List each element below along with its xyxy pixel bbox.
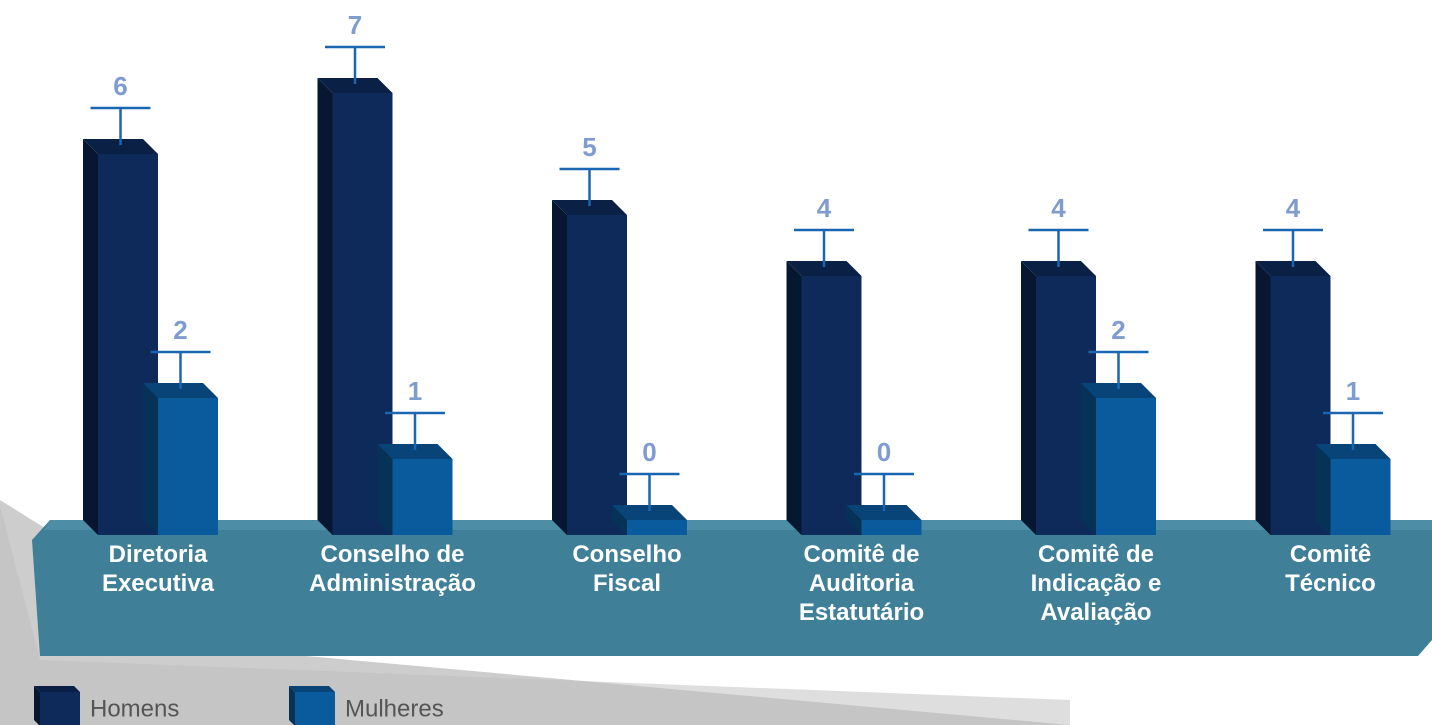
- bar-top: [377, 444, 453, 459]
- bar: [1315, 444, 1391, 535]
- bar-side: [1081, 383, 1096, 535]
- bar-top: [317, 78, 393, 93]
- bar-side: [786, 261, 802, 535]
- bar-front: [1096, 398, 1156, 535]
- bar: [552, 200, 627, 535]
- value-label: 0: [642, 437, 656, 467]
- value-label: 1: [408, 376, 422, 406]
- bar-side: [552, 200, 567, 535]
- legend-swatch-top: [289, 686, 335, 692]
- bar-front: [861, 520, 922, 535]
- category-label: Conselho de Administração: [309, 541, 476, 597]
- bar: [786, 261, 862, 535]
- bar-side: [83, 139, 98, 535]
- legend-swatch-side: [289, 686, 295, 725]
- bar-top: [552, 200, 627, 215]
- bar-front: [567, 215, 627, 535]
- bar-top: [83, 139, 158, 154]
- bar-side: [846, 505, 862, 535]
- bar-side: [1021, 261, 1036, 535]
- bar-front: [392, 459, 453, 535]
- bar-front: [158, 398, 218, 535]
- bar-top: [1021, 261, 1096, 276]
- platform-top: [44, 520, 1432, 530]
- legend-swatch: [295, 692, 335, 725]
- platform-shadow: [0, 505, 1070, 725]
- bar: [1255, 261, 1331, 535]
- bar-top: [846, 505, 922, 520]
- category-label: Comitê de Auditoria Estatutário: [798, 541, 925, 626]
- category-label: Diretoria Executiva: [101, 541, 215, 597]
- bar: [377, 444, 453, 535]
- legend: Homens Mulheres: [34, 686, 444, 725]
- bar-side: [377, 444, 393, 535]
- bar-top: [1315, 444, 1391, 459]
- bar-side: [612, 505, 627, 535]
- category-label: Conselho Fiscal: [572, 541, 682, 597]
- legend-label: Mulheres: [345, 695, 444, 722]
- legend-swatch-top: [34, 686, 80, 692]
- legend-label: Homens: [90, 695, 179, 722]
- bar-side: [1255, 261, 1271, 535]
- bar-top: [143, 383, 218, 398]
- bars: 6 2 7 1 5 0 4 0 4 2 4 1: [83, 10, 1391, 535]
- bar: [846, 505, 922, 535]
- bar: [1081, 383, 1156, 535]
- bar: [143, 383, 218, 535]
- legend-swatch-side: [34, 686, 40, 725]
- value-label: 7: [348, 10, 362, 40]
- value-label: 4: [1286, 193, 1301, 223]
- bar-top: [1255, 261, 1331, 276]
- platform: [32, 520, 1432, 656]
- value-label: 2: [173, 315, 187, 345]
- bar-top: [786, 261, 862, 276]
- value-label: 2: [1111, 315, 1125, 345]
- value-label: 4: [1051, 193, 1066, 223]
- bar: [83, 139, 158, 535]
- category-label: Comitê Técnico: [1285, 541, 1376, 597]
- bar-side: [1315, 444, 1331, 535]
- bar-front: [627, 520, 687, 535]
- background-shape: [0, 500, 1070, 725]
- legend-swatch: [40, 692, 80, 725]
- bar: [612, 505, 687, 535]
- bar-top: [1081, 383, 1156, 398]
- bar-side: [143, 383, 158, 535]
- bar-side: [317, 78, 333, 535]
- bar-front: [1330, 459, 1391, 535]
- bar-front: [801, 276, 862, 535]
- value-label: 5: [582, 132, 596, 162]
- bar-top: [612, 505, 687, 520]
- value-label: 0: [877, 437, 891, 467]
- value-label: 1: [1346, 376, 1360, 406]
- category-label: Comitê de Indicação e Avaliação: [1030, 541, 1162, 626]
- value-label: 6: [113, 71, 127, 101]
- value-label: 4: [817, 193, 832, 223]
